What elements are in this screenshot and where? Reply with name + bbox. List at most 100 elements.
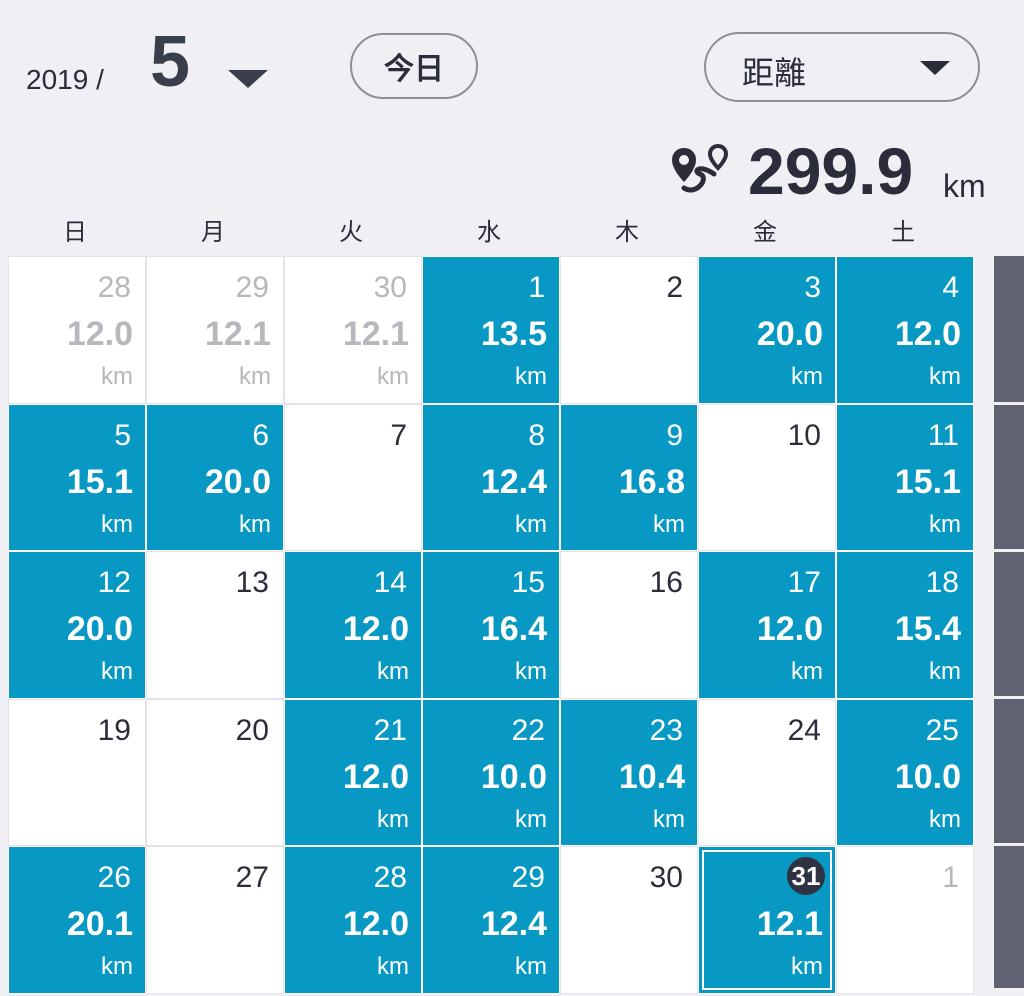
calendar-day-cell[interactable]: 15 16.4 km	[422, 551, 560, 699]
day-number: 21	[373, 713, 407, 747]
calendar-day-cell[interactable]: 30	[560, 846, 698, 994]
day-number: 31	[787, 857, 825, 896]
calendar-day-cell[interactable]: 28 12.0 km	[8, 256, 146, 404]
day-distance-unit: km	[929, 805, 961, 833]
weekday-label: 土	[891, 219, 915, 246]
day-number: 7	[390, 418, 407, 452]
total-distance-unit: km	[943, 168, 986, 204]
day-number: 8	[528, 418, 545, 452]
weekday-label: 月	[201, 219, 225, 246]
metric-dropdown[interactable]: 距離	[704, 32, 980, 102]
day-number: 5	[114, 418, 131, 452]
calendar-header: 2019 / 5 今日 距離 299.9 km 日 月 火 水 木 金 土	[0, 0, 1024, 250]
calendar-day-cell[interactable]: 3 20.0 km	[698, 256, 836, 404]
calendar-day-cell[interactable]: 11 15.1 km	[836, 403, 974, 552]
day-number: 6	[252, 418, 269, 452]
day-distance-unit: km	[515, 363, 547, 390]
day-distance-unit: km	[101, 510, 133, 538]
scrollbar-divider	[994, 696, 1024, 699]
day-number: 27	[235, 861, 269, 895]
day-distance: 16.4	[480, 610, 547, 649]
day-number: 10	[787, 418, 821, 452]
month-label[interactable]: 5	[150, 22, 191, 102]
day-distance: 12.1	[342, 315, 409, 353]
calendar-day-cell[interactable]: 10	[698, 403, 836, 552]
calendar-day-cell[interactable]: 2	[560, 256, 698, 404]
calendar-day-cell[interactable]: 13	[146, 551, 284, 699]
calendar-day-cell[interactable]: 28 12.0 km	[284, 846, 422, 994]
calendar-day-cell[interactable]: 5 15.1 km	[8, 403, 146, 552]
chevron-down-icon	[920, 61, 950, 75]
calendar-day-cell[interactable]: 8 12.4 km	[422, 403, 560, 552]
total-distance-value: 299.9	[748, 134, 914, 208]
day-distance: 20.0	[66, 610, 133, 649]
day-number: 13	[235, 566, 269, 600]
calendar-day-cell[interactable]: 25 10.0 km	[836, 698, 974, 847]
calendar-day-cell[interactable]: 21 12.0 km	[284, 698, 422, 847]
day-distance-unit: km	[377, 953, 409, 981]
calendar-day-cell[interactable]: 18 15.4 km	[836, 551, 974, 699]
calendar-day-cell[interactable]: 22 10.0 km	[422, 698, 560, 847]
day-distance-unit: km	[791, 953, 823, 981]
day-distance-unit: km	[929, 363, 961, 390]
chevron-down-icon[interactable]	[228, 70, 268, 88]
calendar-day-cell[interactable]: 29 12.4 km	[422, 846, 560, 994]
calendar-day-cell[interactable]: 1 13.5 km	[422, 256, 560, 404]
day-number: 9	[666, 418, 683, 452]
calendar-day-cell[interactable]: 9 16.8 km	[560, 403, 698, 552]
calendar-day-cell[interactable]: 23 10.4 km	[560, 698, 698, 847]
day-distance-unit: km	[515, 510, 547, 538]
day-distance-unit: km	[515, 658, 547, 686]
calendar-day-cell[interactable]: 6 20.0 km	[146, 403, 284, 552]
scrollbar-divider	[994, 402, 1024, 405]
day-distance-unit: km	[515, 805, 547, 833]
day-distance: 15.1	[66, 462, 133, 501]
day-number: 2	[666, 271, 683, 304]
day-distance: 12.0	[756, 610, 823, 649]
day-distance: 13.5	[480, 315, 547, 353]
day-distance: 15.1	[894, 462, 961, 501]
metric-dropdown-label: 距離	[742, 55, 807, 91]
day-distance: 12.0	[894, 315, 961, 353]
day-distance-unit: km	[101, 953, 133, 981]
calendar-day-cell[interactable]: 4 12.0 km	[836, 256, 974, 404]
day-number: 1	[942, 861, 959, 895]
calendar-day-cell[interactable]: 20	[146, 698, 284, 847]
calendar-day-cell[interactable]: 7	[284, 403, 422, 552]
day-distance-unit: km	[653, 805, 685, 833]
weekday-label: 木	[615, 219, 639, 246]
route-pin-icon	[672, 144, 729, 193]
day-number: 12	[97, 566, 131, 600]
day-number: 19	[97, 713, 131, 747]
day-distance: 12.0	[342, 905, 409, 944]
calendar-day-cell[interactable]: 29 12.1 km	[146, 256, 284, 404]
day-distance-unit: km	[929, 510, 961, 538]
day-number: 30	[373, 271, 407, 304]
calendar-day-cell[interactable]: 27	[146, 846, 284, 994]
scrollbar[interactable]	[994, 256, 1024, 988]
day-distance: 16.8	[618, 462, 685, 501]
day-distance: 12.4	[480, 462, 547, 501]
day-number: 23	[649, 713, 683, 747]
calendar-day-cell[interactable]: 17 12.0 km	[698, 551, 836, 699]
day-distance-unit: km	[791, 658, 823, 686]
calendar-day-cell[interactable]: 30 12.1 km	[284, 256, 422, 404]
calendar-day-cell[interactable]: 16	[560, 551, 698, 699]
calendar-day-cell[interactable]: 24	[698, 698, 836, 847]
calendar-day-cell[interactable]: 12 20.0 km	[8, 551, 146, 699]
calendar-day-cell[interactable]: 26 20.1 km	[8, 846, 146, 994]
calendar-day-cell[interactable]: 1	[836, 846, 974, 994]
day-number: 14	[373, 566, 407, 600]
weekday-label: 水	[477, 219, 501, 246]
calendar-day-cell[interactable]: 19	[8, 698, 146, 847]
day-distance-unit: km	[101, 658, 133, 686]
calendar-day-cell-selected[interactable]: 31 12.1 km	[698, 846, 836, 994]
calendar-day-cell[interactable]: 14 12.0 km	[284, 551, 422, 699]
day-number: 16	[649, 566, 683, 600]
day-number: 20	[235, 713, 269, 747]
day-distance-unit: km	[239, 510, 271, 538]
day-number: 29	[511, 861, 545, 895]
day-number: 28	[373, 861, 407, 895]
today-button[interactable]: 今日	[350, 33, 478, 99]
day-distance-unit: km	[377, 658, 409, 686]
